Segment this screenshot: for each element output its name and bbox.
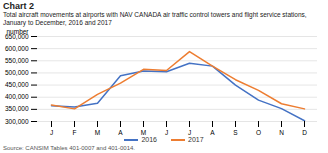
- html-text:January to December, 2016 and: January to December, 2016 and 2017: [3, 18, 112, 26]
- svg-text:J: J: [165, 129, 168, 135]
- svg-text:650,000: 650,000: [5, 32, 29, 40]
- svg-text:600,000: 600,000: [5, 45, 29, 52]
- svg-text:F: F: [73, 129, 77, 135]
- svg-text:O: O: [256, 129, 261, 135]
- svg-text:J: J: [50, 129, 53, 135]
- svg-text:S: S: [233, 129, 238, 135]
- svg-text:400,000: 400,000: [5, 93, 29, 100]
- svg-text:number: number: [7, 28, 30, 35]
- svg-text:M: M: [95, 129, 100, 135]
- html-text:2017: 2017: [188, 136, 204, 143]
- html-text:2016: 2016: [141, 136, 157, 143]
- html-text:Total aircraft movements at ai: Total aircraft movements at airports wit…: [3, 11, 307, 18]
- svg-text:350,000: 350,000: [5, 105, 29, 112]
- svg-text:A: A: [210, 129, 215, 135]
- svg-text:D: D: [302, 129, 307, 135]
- svg-text:A: A: [118, 129, 123, 135]
- svg-text:J: J: [188, 129, 191, 135]
- svg-text:M: M: [141, 129, 146, 135]
- svg-text:550,000: 550,000: [5, 57, 29, 64]
- html-text:Chart 2: Chart 2: [3, 1, 34, 11]
- svg-text:N: N: [279, 129, 284, 135]
- svg-text:450,000: 450,000: [5, 81, 29, 88]
- html-text:Source: CANSIM Tables 401-0007: Source: CANSIM Tables 401-0007 and 401-0…: [3, 145, 135, 151]
- svg-text:300,000: 300,000: [5, 118, 29, 125]
- svg-text:500,000: 500,000: [5, 69, 29, 76]
